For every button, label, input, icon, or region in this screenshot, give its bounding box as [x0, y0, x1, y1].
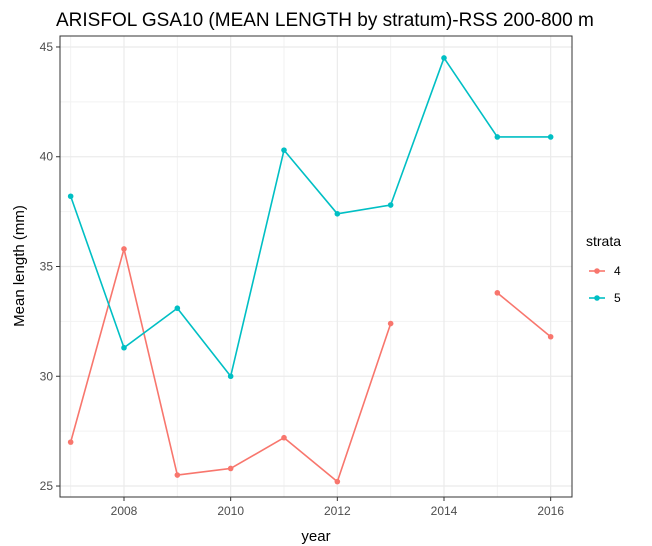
y-tick-label: 40	[40, 150, 54, 164]
major-gridlines	[60, 36, 572, 497]
x-axis: 2008 2010 2012 2014 2016	[111, 497, 564, 518]
legend-key-point	[594, 268, 600, 274]
legend-item-5: 5	[589, 291, 621, 305]
series-4-point	[281, 434, 287, 441]
x-axis-title: year	[301, 528, 330, 545]
legend-label: 5	[614, 291, 621, 305]
legend-key-point	[594, 295, 600, 301]
series-5-point	[67, 193, 74, 200]
x-tick-label: 2008	[111, 504, 138, 518]
x-tick-label: 2010	[217, 504, 244, 518]
series-5-point	[334, 211, 341, 217]
series-4-point	[67, 439, 74, 445]
series-4-point	[387, 320, 394, 327]
y-tick-label: 45	[40, 40, 54, 54]
series-4	[67, 246, 554, 485]
legend-item-4: 4	[589, 264, 621, 278]
x-tick-label: 2014	[431, 504, 458, 518]
series-4-point	[547, 333, 554, 340]
legend-title: strata	[586, 233, 621, 249]
series-5-point	[281, 147, 287, 153]
series-4-point	[227, 465, 234, 472]
series-5-point	[174, 305, 181, 312]
series-layer	[67, 55, 554, 485]
y-axis: 25 30 35 40 45	[40, 40, 60, 493]
series-5-line	[69, 57, 551, 378]
series-5-point	[121, 344, 127, 351]
legend: strata 4 5	[586, 233, 621, 305]
x-tick-label: 2012	[324, 504, 351, 518]
series-5-point	[494, 134, 501, 140]
y-tick-label: 25	[40, 479, 54, 493]
series-4-point	[121, 246, 127, 252]
series-5-point	[227, 373, 234, 380]
series-5-point	[441, 55, 447, 61]
series-4-point	[334, 478, 341, 485]
series-5	[67, 55, 554, 380]
y-tick-label: 30	[40, 369, 54, 383]
y-axis-title: Mean length (mm)	[11, 205, 28, 327]
y-tick-label: 35	[40, 260, 54, 274]
series-4-point	[494, 290, 501, 296]
x-tick-label: 2016	[537, 504, 564, 518]
series-5-point	[547, 134, 554, 140]
series-5-point	[387, 202, 394, 208]
legend-label: 4	[614, 264, 621, 278]
series-4-point	[174, 472, 181, 478]
series-4-line	[496, 292, 552, 338]
chart-title: ARISFOL GSA10 (MEAN LENGTH by stratum)-R…	[56, 10, 594, 31]
